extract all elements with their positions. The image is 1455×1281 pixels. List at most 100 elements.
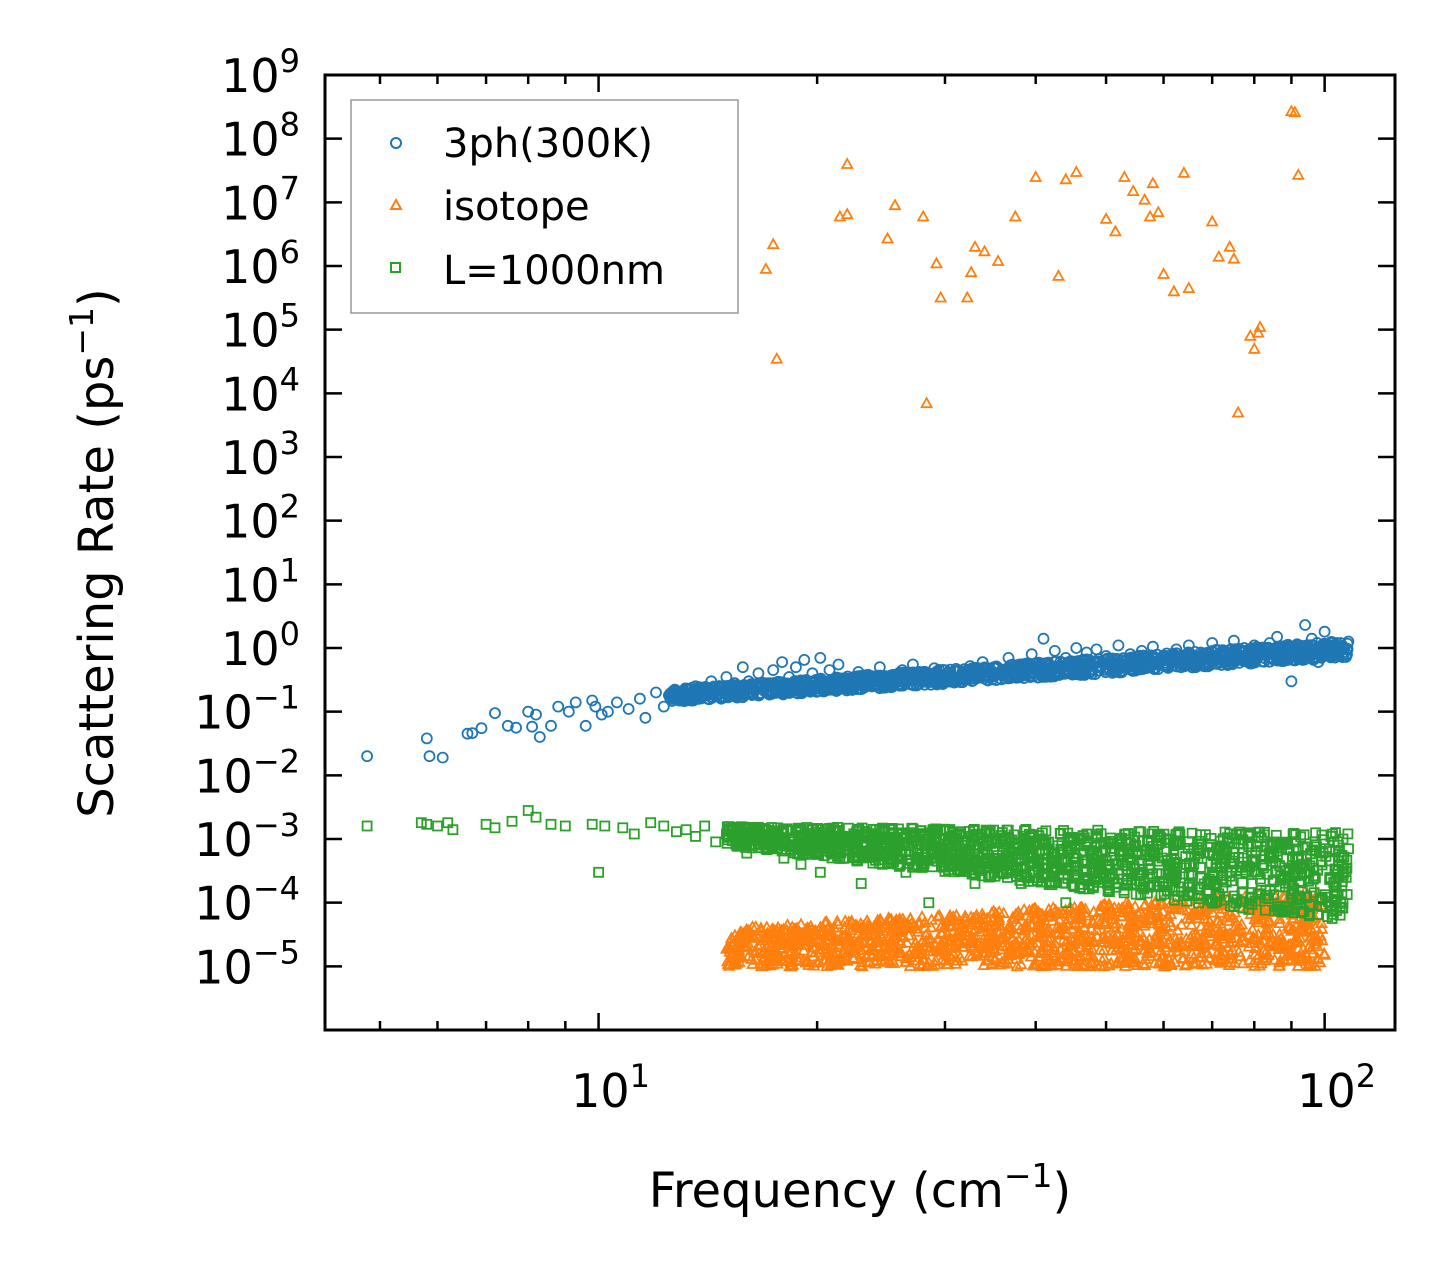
dense-point-isotope	[821, 942, 835, 954]
dense-point-isotope	[902, 928, 916, 941]
data-point-square-10	[530, 811, 542, 823]
data-point-triangle-37	[1227, 251, 1241, 264]
data-point-triangle-4	[840, 157, 854, 169]
dense-point-3ph300k	[1038, 670, 1051, 683]
data-point-triangle-22	[1099, 212, 1113, 224]
data-point-triangle-41	[1251, 325, 1265, 338]
data-point-circle-39	[736, 661, 749, 674]
dense-point-l1000nm	[1074, 881, 1086, 893]
dense-point-isotope	[767, 940, 781, 953]
point-layer	[361, 104, 1349, 909]
dense-point-l1000nm	[926, 829, 938, 841]
dense-point-isotope	[948, 934, 962, 946]
dense-point-l1000nm	[1121, 877, 1133, 889]
dense-point-isotope	[1121, 897, 1135, 910]
dense-point-isotope	[1083, 948, 1097, 961]
data-point-triangle-45	[1291, 168, 1305, 180]
dense-point-isotope	[1074, 949, 1088, 962]
dense-point-l1000nm	[1020, 824, 1032, 835]
dense-point-isotope	[1148, 956, 1162, 968]
y-tick-label: 105	[221, 297, 300, 358]
dense-point-l1000nm	[1299, 892, 1311, 904]
data-point-square-85	[1337, 833, 1349, 845]
dense-point-l1000nm	[1028, 839, 1040, 851]
dense-point-isotope	[1037, 944, 1051, 957]
dense-point-isotope	[1315, 933, 1329, 946]
data-point-circle-55	[873, 661, 886, 674]
data-point-square-54	[1027, 852, 1038, 864]
dense-point-3ph300k	[787, 683, 799, 695]
dense-point-l1000nm	[1195, 862, 1206, 873]
dense-point-l1000nm	[1230, 897, 1242, 909]
dense-point-l1000nm	[1173, 826, 1185, 838]
dense-point-l1000nm	[1033, 872, 1044, 884]
dense-point-isotope	[1259, 925, 1273, 938]
data-point-triangle-13	[964, 265, 978, 278]
dense-point-isotope	[894, 949, 908, 961]
dense-point-isotope	[1279, 939, 1293, 951]
dense-point-3ph300k	[810, 674, 822, 686]
dense-point-isotope	[1194, 919, 1208, 932]
dense-point-l1000nm	[1200, 829, 1211, 841]
dense-point-isotope	[1105, 943, 1119, 956]
data-point-triangle-9	[920, 396, 934, 409]
data-point-circle-48	[806, 667, 819, 680]
dense-point-isotope	[1317, 948, 1332, 960]
dense-point-l1000nm	[911, 835, 923, 847]
dense-point-isotope	[1159, 927, 1173, 940]
dense-point-3ph300k	[937, 668, 949, 681]
dense-point-isotope	[842, 915, 856, 927]
data-point-circle-6	[475, 722, 488, 735]
dense-point-isotope	[774, 931, 788, 943]
dense-point-isotope	[807, 926, 821, 939]
dense-point-isotope	[867, 954, 881, 966]
dense-point-l1000nm	[1324, 874, 1335, 885]
dense-point-isotope	[1184, 917, 1198, 930]
dense-point-isotope	[1096, 930, 1110, 943]
dense-point-isotope	[1251, 927, 1265, 940]
data-point-square-1	[415, 817, 427, 829]
dense-point-isotope	[1040, 951, 1054, 964]
data-point-circle-49	[814, 652, 827, 664]
dense-point-3ph300k	[1001, 671, 1014, 684]
dense-point-isotope	[756, 928, 770, 941]
data-point-square-3	[432, 820, 443, 832]
data-point-circle-15	[552, 700, 565, 713]
dense-point-isotope	[1180, 957, 1194, 970]
data-point-circle-56	[885, 671, 898, 683]
dense-point-l1000nm	[1052, 840, 1064, 852]
dense-point-isotope	[935, 939, 949, 952]
dense-point-l1000nm	[1143, 864, 1155, 876]
dense-point-isotope	[1291, 959, 1305, 971]
dense-point-l1000nm	[1169, 884, 1181, 896]
dense-point-l1000nm	[851, 854, 863, 866]
data-point-circle-78	[1135, 645, 1148, 657]
data-point-square-41	[877, 858, 888, 870]
dense-point-isotope	[1046, 900, 1060, 913]
legend-label-3ph: 3ph(300K)	[443, 121, 653, 167]
dense-point-isotope	[1147, 903, 1161, 915]
dense-point-3ph300k	[694, 691, 706, 704]
data-point-circle-64	[976, 656, 989, 668]
dense-point-l1000nm	[1319, 889, 1331, 901]
dense-point-isotope	[842, 930, 856, 942]
dense-point-l1000nm	[1268, 876, 1280, 888]
data-point-circle-57	[896, 664, 909, 676]
data-point-square-56	[1049, 847, 1061, 859]
dense-point-3ph300k	[1270, 644, 1282, 656]
dense-point-l1000nm	[1154, 830, 1165, 842]
dense-point-isotope	[1305, 946, 1320, 959]
dense-point-isotope	[1163, 932, 1177, 945]
data-point-circle-94	[1292, 639, 1305, 652]
dense-point-3ph300k	[804, 685, 817, 698]
data-point-circle-2	[423, 750, 436, 763]
dense-point-isotope	[818, 915, 832, 928]
dense-point-3ph300k	[1110, 654, 1122, 667]
dense-point-l1000nm	[945, 845, 957, 857]
data-point-circle-99	[1325, 645, 1337, 657]
data-point-circle-22	[602, 705, 614, 718]
dense-point-3ph300k	[1113, 660, 1125, 673]
dense-point-3ph300k	[1145, 649, 1158, 662]
dense-point-isotope	[784, 945, 798, 957]
dense-point-isotope	[1277, 953, 1291, 966]
